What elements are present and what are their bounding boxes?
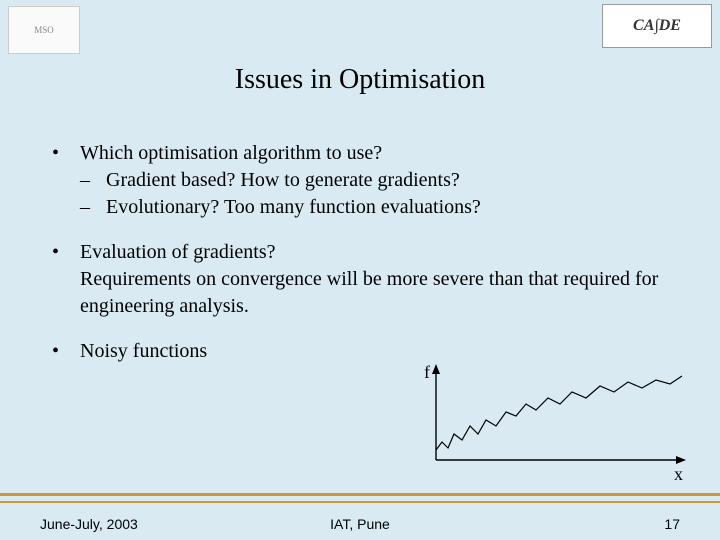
bullet-2-continuation: Requirements on convergence will be more… (80, 268, 658, 317)
bullet-marker: • (52, 338, 80, 365)
bullet-3-text: Noisy functions (80, 338, 680, 365)
footer-divider-thick (0, 493, 720, 496)
chart-noisy-line (436, 376, 682, 450)
bullet-marker: • (52, 140, 80, 167)
chart-y-arrow (432, 364, 440, 374)
content-area: • Which optimisation algorithm to use? –… (52, 140, 680, 383)
slide-title: Issues in Optimisation (0, 64, 720, 96)
dash-marker: – (80, 194, 106, 221)
bullet-1-sub-1: – Gradient based? How to generate gradie… (80, 167, 680, 194)
bullet-2-text: Evaluation of gradients? (80, 241, 276, 263)
bullet-3: • Noisy functions (52, 338, 680, 365)
bullet-marker: • (52, 239, 80, 320)
noisy-function-chart: f x (418, 364, 690, 482)
logo-right: CA∫DE (602, 4, 712, 48)
chart-y-label: f (424, 364, 430, 382)
footer-venue: IAT, Pune (0, 516, 720, 532)
footer-divider-thin (0, 501, 720, 503)
chart-x-arrow (676, 456, 686, 464)
bullet-1: • Which optimisation algorithm to use? –… (52, 140, 680, 221)
chart-x-label: x (674, 464, 683, 482)
bullet-1-text: Which optimisation algorithm to use? (80, 140, 680, 167)
footer: June-July, 2003 IAT, Pune 17 (0, 508, 720, 532)
logo-left: MSO (8, 6, 80, 54)
bullet-1-sub-2: – Evolutionary? Too many function evalua… (80, 194, 680, 221)
dash-marker: – (80, 167, 106, 194)
logo-right-text: CA∫DE (633, 17, 681, 35)
footer-page-number: 17 (664, 516, 680, 532)
bullet-1-sub-2-text: Evolutionary? Too many function evaluati… (106, 194, 481, 221)
bullet-2: • Evaluation of gradients? Requirements … (52, 239, 680, 320)
bullet-1-sub-1-text: Gradient based? How to generate gradient… (106, 167, 460, 194)
